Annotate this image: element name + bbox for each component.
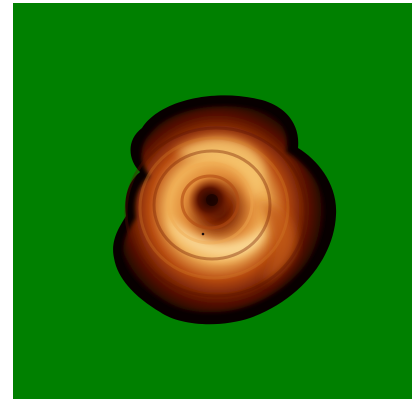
center-speck [201,232,205,236]
swirl-arm-lower [168,218,268,258]
ring-texture [124,126,308,298]
swirl-arm-right [262,200,297,282]
swirl-arm-upper [176,137,266,200]
core-center [206,194,218,206]
